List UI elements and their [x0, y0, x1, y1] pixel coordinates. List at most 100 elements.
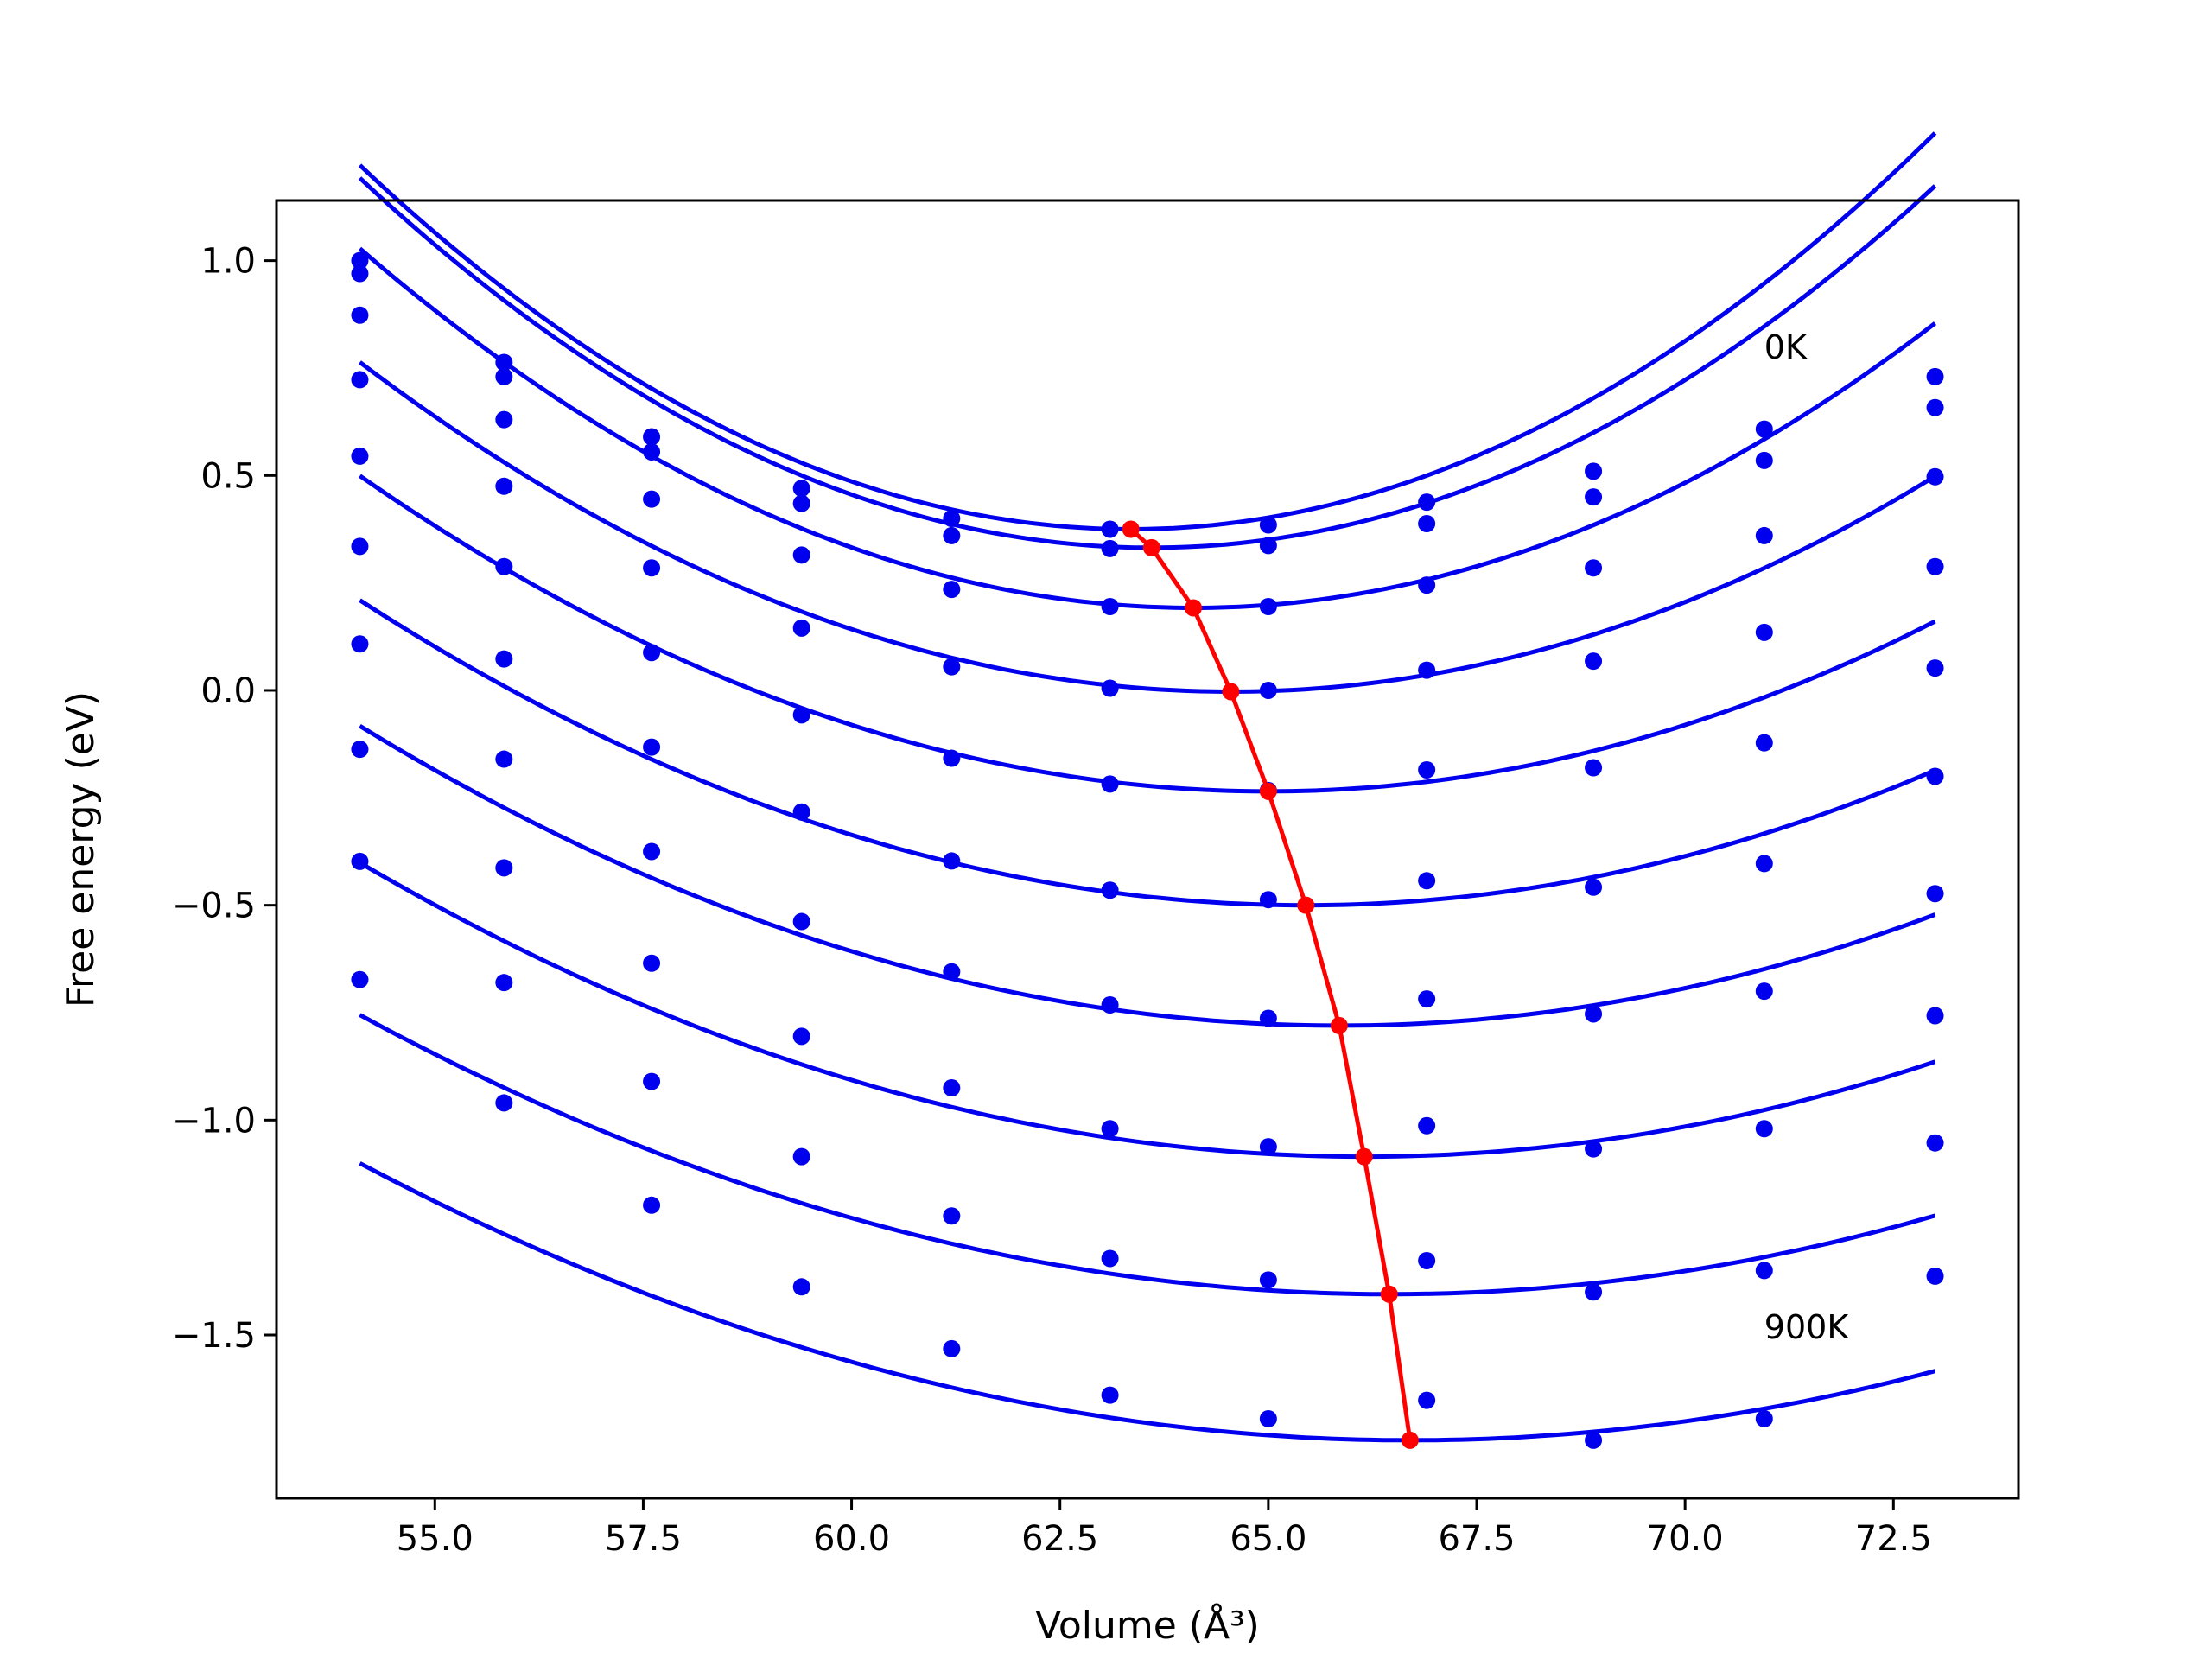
data-point: [1755, 982, 1773, 1001]
data-point: [1755, 526, 1773, 544]
data-point: [792, 619, 810, 637]
data-point: [643, 1196, 661, 1214]
data-point: [1755, 734, 1773, 752]
x-tick-label: 55.0: [397, 1519, 474, 1559]
data-point: [1418, 872, 1436, 890]
temperature-annotation: 900K: [1764, 1308, 1850, 1346]
data-point: [1926, 367, 1944, 385]
data-point: [1585, 1005, 1603, 1023]
data-point: [1101, 539, 1119, 557]
minimum-point: [1122, 520, 1140, 538]
y-tick-label: −0.5: [172, 887, 256, 926]
data-point: [495, 367, 513, 385]
data-point: [1418, 990, 1436, 1008]
data-point: [1418, 493, 1436, 512]
data-point: [943, 963, 961, 981]
data-point: [1418, 576, 1436, 594]
data-point: [1585, 488, 1603, 506]
fit-curve-4: [359, 474, 1936, 794]
data-point: [351, 306, 369, 324]
data-point: [351, 251, 369, 270]
data-points: [351, 251, 1944, 1449]
data-point: [1585, 878, 1603, 896]
data-point: [1926, 557, 1944, 575]
minimum-point: [1297, 896, 1315, 914]
data-point: [792, 706, 810, 724]
data-point: [495, 1094, 513, 1112]
minimum-point: [1380, 1285, 1398, 1303]
y-tick-label: −1.5: [172, 1316, 256, 1356]
fit-curve-3: [359, 360, 1936, 695]
data-point: [792, 480, 810, 498]
data-point: [1585, 462, 1603, 480]
data-point: [943, 526, 961, 544]
data-point: [1259, 681, 1277, 699]
y-tick-label: −1.0: [172, 1101, 256, 1141]
data-point: [943, 581, 961, 599]
data-point: [1101, 1386, 1119, 1404]
minima-path: [1122, 520, 1419, 1449]
minimum-point: [1330, 1016, 1348, 1034]
fit-curve-6: [359, 724, 1936, 1028]
data-point: [1755, 420, 1773, 438]
data-point: [1755, 451, 1773, 469]
data-point: [643, 644, 661, 662]
data-point: [351, 371, 369, 389]
data-point: [1926, 398, 1944, 416]
fit-curve-9: [359, 1161, 1936, 1443]
data-point: [495, 410, 513, 429]
data-point: [1259, 1009, 1277, 1027]
minima-line: [1129, 527, 1413, 1441]
data-point: [1259, 1409, 1277, 1427]
minimum-point: [1185, 599, 1203, 617]
data-point: [1259, 597, 1277, 615]
data-point: [1259, 537, 1277, 555]
data-point: [1101, 1120, 1119, 1138]
data-point: [351, 635, 369, 653]
data-point: [792, 546, 810, 564]
minimum-point: [1401, 1431, 1419, 1449]
data-point: [643, 428, 661, 446]
data-point: [792, 803, 810, 821]
data-point: [1585, 759, 1603, 777]
data-point: [1585, 1283, 1603, 1301]
data-point: [643, 954, 661, 972]
minimum-point: [1222, 683, 1240, 701]
data-point: [792, 1147, 810, 1166]
data-point: [351, 537, 369, 556]
data-point: [943, 510, 961, 528]
data-point: [1926, 659, 1944, 677]
data-point: [792, 1027, 810, 1046]
data-point: [643, 1072, 661, 1090]
x-axis-ticks: 55.0 57.5 60.0 62.5 65.0 67.5 70.0 72.5: [397, 1498, 1932, 1559]
data-point: [792, 912, 810, 931]
fit-curve-7: [359, 861, 1936, 1160]
temperature-annotation: 0K: [1764, 328, 1808, 366]
data-point: [351, 447, 369, 465]
data-point: [495, 859, 513, 877]
data-point: [643, 490, 661, 508]
data-point: [495, 750, 513, 768]
fit-curve-8: [359, 1013, 1936, 1297]
data-point: [1101, 597, 1119, 615]
data-point: [1101, 775, 1119, 793]
data-point: [943, 852, 961, 870]
data-point: [1926, 1267, 1944, 1285]
data-point: [643, 442, 661, 461]
data-point: [1259, 1271, 1277, 1289]
data-point: [792, 494, 810, 512]
data-point: [643, 559, 661, 577]
y-tick-label: 0.5: [200, 456, 256, 496]
data-point: [1755, 1262, 1773, 1280]
data-point: [1101, 520, 1119, 538]
data-point: [1926, 1134, 1944, 1152]
x-tick-label: 62.5: [1021, 1519, 1098, 1559]
x-axis-label: Volume (Å³): [1035, 1602, 1260, 1648]
data-point: [1259, 516, 1277, 534]
data-point: [495, 353, 513, 372]
x-tick-label: 60.0: [813, 1519, 890, 1559]
fit-curve-0: [358, 131, 1937, 532]
data-point: [1585, 1431, 1603, 1449]
